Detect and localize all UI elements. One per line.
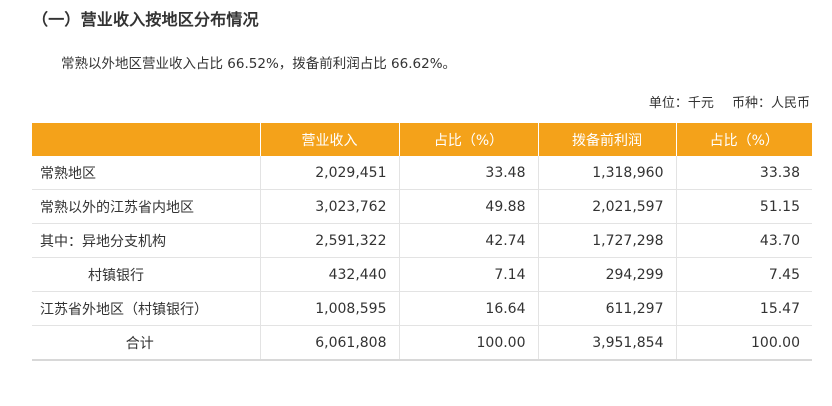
section-title: （一）营业收入按地区分布情况 [32,10,259,29]
region-label: 常熟以外的江苏省内地区 [32,189,260,224]
profit-cell: 3,951,854 [537,325,676,361]
currency-label: 币种：人民币 [731,96,810,111]
revenue-cell: 3,023,762 [259,189,399,224]
revenue-share-cell: 33.48 [398,156,538,190]
table-total-row: 合计 6,061,808 100.00 3,951,854 100.00 [32,325,812,361]
header-profit-share: 占比（%） [675,123,812,156]
table-row: 其中：异地分支机构 2,591,322 42.74 1,727,298 43.7… [32,223,812,258]
profit-cell: 611,297 [537,291,676,326]
revenue-cell: 1,008,595 [259,291,399,326]
revenue-cell: 432,440 [259,257,399,292]
table-row: 村镇银行 432,440 7.14 294,299 7.45 [32,257,812,292]
table-row: 江苏省外地区（村镇银行） 1,008,595 16.64 611,297 15.… [32,291,812,326]
region-label: 其中：异地分支机构 [32,223,260,258]
profit-share-cell: 43.70 [675,223,812,258]
header-revenue: 营业收入 [259,123,399,156]
table-header-row: 营业收入 占比（%） 拨备前利润 占比（%） [32,123,812,156]
unit-label: 单位：千元 [648,96,714,111]
region-label: 村镇银行 [32,257,260,292]
revenue-share-cell: 42.74 [398,223,538,258]
profit-share-cell: 7.45 [675,257,812,292]
profit-cell: 1,318,960 [537,156,676,190]
revenue-share-cell: 100.00 [398,325,538,361]
intro-text: 常熟以外地区营业收入占比 66.52%，拨备前利润占比 66.62%。 [61,56,457,72]
profit-cell: 2,021,597 [537,189,676,224]
region-label: 江苏省外地区（村镇银行） [32,291,260,326]
unit-note: 单位：千元 币种：人民币 [649,92,810,111]
revenue-share-cell: 49.88 [398,189,538,224]
profit-share-cell: 15.47 [675,291,812,326]
profit-cell: 294,299 [537,257,676,292]
table-row: 常熟以外的江苏省内地区 3,023,762 49.88 2,021,597 51… [32,189,812,224]
revenue-share-cell: 7.14 [398,257,538,292]
header-revenue-share: 占比（%） [398,123,538,156]
profit-share-cell: 51.15 [675,189,812,224]
region-label: 常熟地区 [32,156,260,190]
revenue-cell: 2,591,322 [259,223,399,258]
profit-share-cell: 100.00 [675,325,812,361]
revenue-cell: 2,029,451 [259,156,399,190]
table-row: 常熟地区 2,029,451 33.48 1,318,960 33.38 [32,156,812,190]
profit-share-cell: 33.38 [675,156,812,190]
region-revenue-table: 营业收入 占比（%） 拨备前利润 占比（%） 常熟地区 2,029,451 33… [32,123,812,361]
header-region [32,123,260,156]
profit-cell: 1,727,298 [537,223,676,258]
total-label: 合计 [32,325,260,361]
header-profit: 拨备前利润 [537,123,676,156]
revenue-share-cell: 16.64 [398,291,538,326]
revenue-cell: 6,061,808 [259,325,399,361]
